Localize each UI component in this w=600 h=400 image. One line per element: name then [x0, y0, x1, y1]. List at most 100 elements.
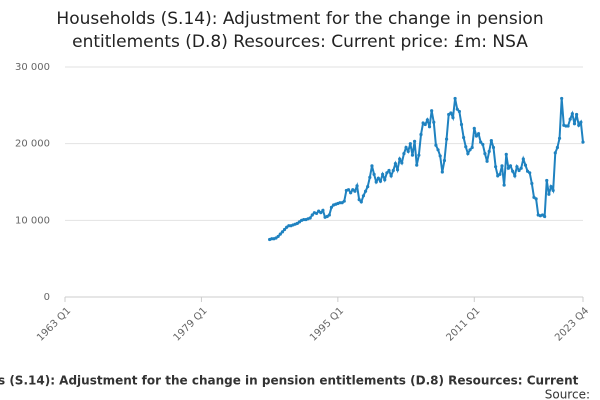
footer-title: s (S.14): Adjustment for the change in p…	[0, 374, 579, 388]
point	[513, 174, 517, 178]
point	[432, 120, 436, 124]
point	[581, 140, 585, 144]
point	[553, 151, 557, 155]
point	[349, 191, 353, 195]
point	[395, 168, 400, 172]
point	[415, 163, 419, 167]
point	[359, 200, 363, 204]
point	[534, 197, 538, 201]
point	[427, 125, 432, 129]
y-tick-label: 10 000	[15, 215, 50, 226]
point	[508, 164, 513, 168]
point	[393, 162, 398, 166]
point	[485, 159, 489, 163]
point	[385, 171, 389, 175]
point	[455, 107, 459, 111]
point	[342, 199, 346, 203]
point	[355, 184, 359, 188]
point	[474, 134, 479, 138]
x-tick-label: 2023 Q4	[553, 305, 591, 343]
point	[308, 216, 312, 220]
point	[453, 96, 457, 101]
point	[464, 145, 468, 149]
point	[457, 109, 461, 114]
point	[361, 194, 366, 198]
point	[376, 176, 380, 180]
point	[481, 142, 485, 147]
point	[404, 145, 408, 150]
point	[459, 122, 464, 127]
point	[570, 112, 574, 116]
point	[528, 171, 532, 175]
point	[449, 111, 453, 115]
point	[472, 126, 476, 130]
point	[363, 189, 368, 193]
y-tick-label: 20 000	[15, 139, 50, 150]
point	[500, 164, 504, 168]
point	[470, 145, 474, 150]
y-tick-label: 0	[44, 292, 50, 303]
point	[423, 122, 427, 127]
point	[462, 135, 466, 140]
point	[319, 211, 323, 215]
point	[521, 157, 525, 161]
point	[547, 192, 551, 196]
point	[575, 112, 579, 117]
point	[515, 165, 519, 169]
point	[468, 148, 472, 152]
point	[400, 161, 404, 165]
point	[568, 117, 572, 121]
point	[530, 181, 534, 186]
point	[577, 123, 581, 127]
point	[494, 165, 498, 169]
point	[557, 136, 562, 140]
x-tick-label: 2011 Q1	[444, 305, 482, 343]
point	[374, 180, 378, 184]
point	[402, 152, 406, 156]
x-tick-label: 1979 Q1	[172, 305, 210, 343]
point	[506, 166, 510, 170]
point	[357, 198, 361, 202]
point	[466, 152, 470, 156]
point	[280, 230, 285, 234]
point	[434, 143, 438, 147]
point	[511, 169, 515, 173]
point	[378, 179, 383, 183]
point	[440, 170, 444, 174]
point	[310, 213, 314, 217]
point	[391, 168, 395, 173]
point	[566, 124, 570, 128]
point	[502, 183, 506, 187]
point	[479, 140, 483, 144]
point	[321, 208, 325, 212]
point	[549, 185, 553, 189]
point	[498, 172, 502, 176]
source: Source:	[545, 388, 590, 400]
point	[545, 178, 549, 183]
point	[412, 139, 417, 143]
point	[551, 188, 555, 193]
point	[408, 142, 412, 146]
point	[417, 153, 421, 157]
chart-title: entitlements (D.8) Resources: Current pr…	[72, 32, 528, 52]
point	[438, 154, 442, 158]
point	[523, 163, 528, 167]
point	[543, 214, 547, 219]
point	[487, 149, 491, 153]
point	[555, 145, 560, 150]
point	[353, 189, 357, 193]
point	[366, 185, 370, 189]
point	[483, 152, 487, 156]
y-tick-label: 30 000	[15, 62, 50, 73]
point	[419, 132, 423, 137]
x-tick-label: 1995 Q1	[308, 305, 346, 343]
chart-title: Households (S.14): Adjustment for the ch…	[56, 9, 543, 29]
point	[491, 145, 496, 150]
point	[444, 137, 449, 141]
point	[346, 188, 351, 192]
point	[410, 153, 415, 157]
point	[436, 148, 440, 152]
point	[430, 109, 434, 113]
x-tick-label: 1963 Q1	[35, 305, 73, 343]
